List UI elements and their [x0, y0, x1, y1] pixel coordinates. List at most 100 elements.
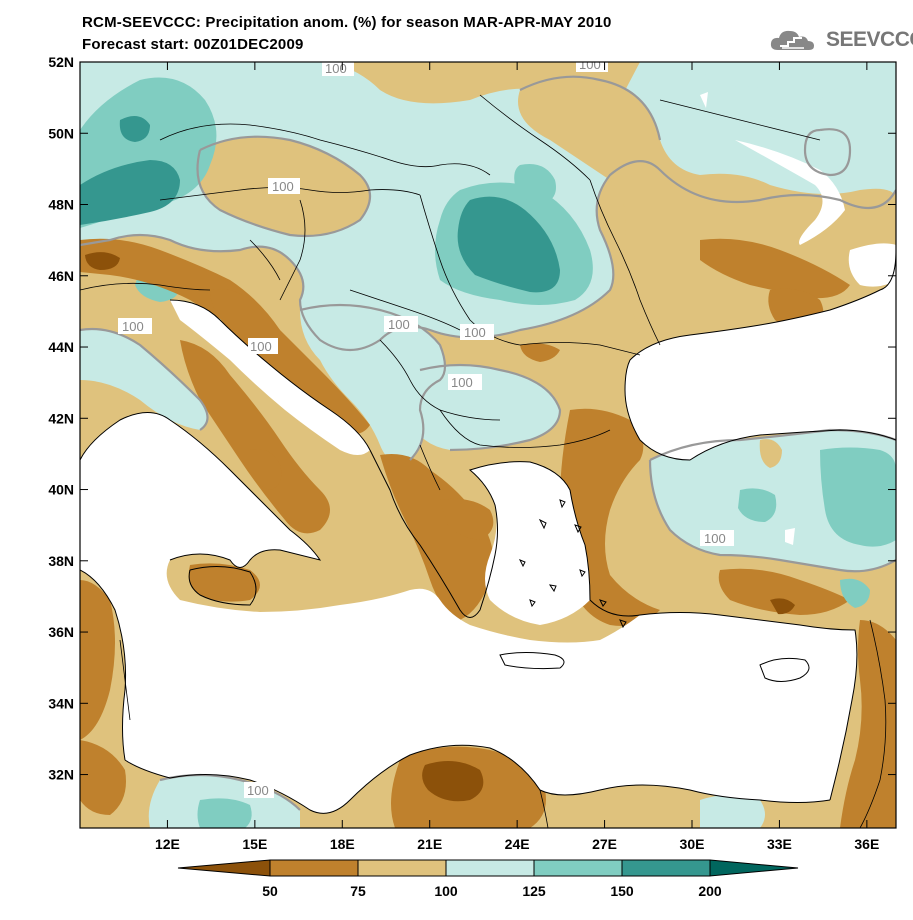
lon-tick-label: 36E [854, 836, 879, 852]
lon-tick-label: 24E [505, 836, 530, 852]
coast-crete [499, 652, 565, 670]
azov-sea [848, 243, 896, 287]
lat-tick-label: 42N [48, 410, 74, 426]
colorbar-swatch [357, 859, 447, 877]
lon-tick-label: 30E [680, 836, 705, 852]
colorbar-swatch [269, 859, 359, 877]
anomaly-125-150-se-small [840, 578, 870, 608]
contour-100-ukraine [519, 75, 662, 141]
map-title: RCM-SEEVCCC: Precipitation anom. (%) for… [82, 14, 612, 31]
lon-tick-label: 33E [767, 836, 792, 852]
anomaly-50-75-croatia [210, 289, 370, 434]
anomaly-100-125-serbia [408, 365, 560, 450]
lake-small [700, 92, 708, 108]
colorbar-tick-label: 150 [610, 883, 634, 899]
contour-100-italy [80, 327, 209, 431]
lon-tick-label: 12E [155, 836, 180, 852]
map-subtitle: Forecast start: 00Z01DEC2009 [82, 36, 304, 53]
coast-cyprus [759, 657, 810, 682]
anomaly-below-50-turkey-south [770, 598, 795, 615]
longitude-axis: 12E 15E 18E 21E 24E 27E 30E 33E 36E [155, 62, 879, 852]
contour-label: 100 [122, 319, 144, 334]
coast-italy [80, 299, 371, 568]
anomaly-150-200-nw-small [119, 116, 150, 142]
colorbar-swatch [177, 859, 271, 877]
latitude-axis: 52N 50N 48N 46N 44N 42N 40N 38N 36N 34N 32N [48, 54, 896, 783]
colorbar-tick-label: 50 [262, 883, 278, 899]
anomaly-100-125-balkan [300, 305, 445, 463]
colorbar: 50 75 100 125 150 200 [177, 859, 799, 899]
lat-tick-label: 50N [48, 125, 74, 141]
seevccc-logo: SEEVCCC [768, 26, 913, 54]
colorbar-swatch [533, 859, 623, 877]
anomaly-50-75-greece [380, 454, 494, 620]
dnieper-river [735, 140, 845, 245]
anomaly-100-125-egypt [700, 795, 765, 828]
coastlines [80, 249, 896, 814]
anomaly-125-150-africa-west [197, 798, 252, 828]
cloud-icon [770, 30, 814, 50]
contour-100-balkan [299, 303, 447, 461]
adriatic-sea [170, 300, 370, 455]
anomaly-50-75-levant [840, 620, 896, 828]
country-borders [80, 94, 887, 828]
anomaly-50-75-sardinia-area [80, 580, 115, 740]
coast-africa [80, 569, 831, 814]
colorbar-tick-label: 100 [434, 883, 458, 899]
colorbar-tick-label: 75 [350, 883, 366, 899]
anomaly-150-200-pannonian [457, 196, 560, 293]
colorbar-tick-label: 125 [522, 883, 546, 899]
contour-label: 100 [451, 375, 473, 390]
aegean-sea [470, 461, 590, 625]
lon-tick-label: 21E [417, 836, 442, 852]
lat-tick-label: 36N [48, 624, 74, 640]
anomaly-125-150-anatolia-east [820, 447, 896, 547]
lat-tick-label: 34N [48, 695, 74, 711]
contour-100-serbia [419, 363, 562, 452]
colorbar-swatch [621, 859, 711, 877]
contour-label: 100 [464, 325, 486, 340]
anomaly-50-75-tunisia [80, 740, 126, 815]
coast-black-sea [624, 249, 896, 461]
anomaly-125-150-east-small [514, 164, 556, 205]
contour-label: 100 [272, 179, 294, 194]
anomaly-100-125-italy-west [80, 329, 208, 430]
lon-tick-label: 27E [592, 836, 617, 852]
anomaly-below-50-libya [422, 761, 484, 802]
contour-label: 100 [579, 57, 601, 72]
anomaly-125-150-anatolia-mid [738, 488, 777, 522]
contour-labels: 100 100 100 100 100 100 100 100 100 100 [118, 57, 734, 798]
anomaly-50-75-ukraine-south [700, 238, 850, 299]
lon-tick-label: 18E [330, 836, 355, 852]
colorbar-swatch [709, 859, 799, 877]
lon-tick-label: 15E [242, 836, 267, 852]
adriatic-tyrrhenian-sea [80, 412, 857, 814]
colorbar-swatch [445, 859, 535, 877]
lat-tick-label: 40N [48, 482, 74, 498]
anomaly-100-125-far-ne [700, 62, 896, 104]
contour-100-north [80, 160, 896, 351]
logo-text: SEEVCCC [826, 28, 913, 51]
anomaly-50-75-romania-east [520, 343, 560, 362]
contour-100-crimea [803, 128, 852, 177]
anomaly-75-100-anatolia-inner [759, 439, 782, 468]
contour-100-carpathian [196, 135, 372, 238]
contour-label: 100 [325, 61, 347, 76]
colorbar-tick-label: 200 [698, 883, 722, 899]
lake-anatolia [785, 528, 795, 545]
black-sea [625, 250, 896, 460]
coast-aegean-islands [518, 499, 627, 629]
coast-sicily [188, 566, 257, 606]
lat-tick-label: 32N [48, 767, 74, 783]
contour-label: 100 [388, 317, 410, 332]
anomaly-50-75-greece-east [440, 498, 494, 540]
lat-tick-label: 44N [48, 339, 74, 355]
map-frame [79, 61, 897, 829]
anomaly-50-75-italy-south [180, 340, 330, 534]
anomaly-below-50-alps [85, 252, 120, 270]
lat-tick-label: 48N [48, 197, 74, 213]
coast-greece-turkey [369, 449, 858, 801]
anomaly-50-75-italy-tip [250, 449, 282, 490]
lat-tick-label: 52N [48, 54, 74, 70]
